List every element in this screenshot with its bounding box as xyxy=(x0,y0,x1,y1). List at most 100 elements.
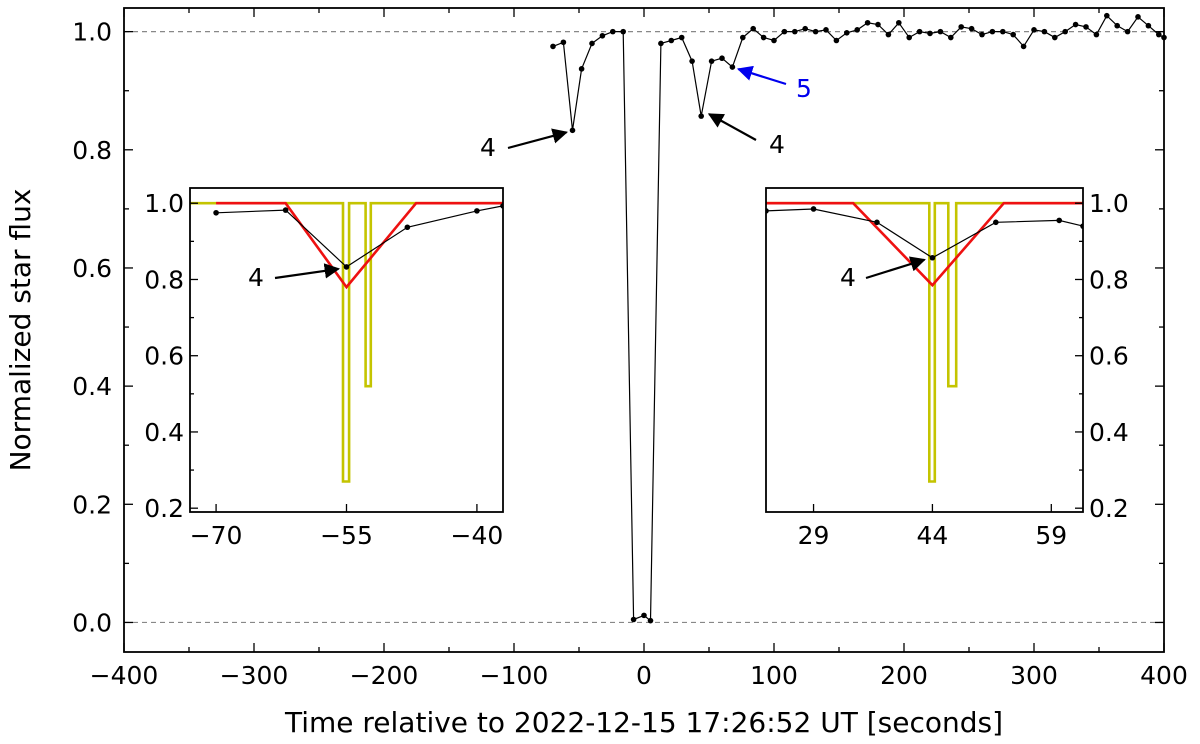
inset-data-point xyxy=(993,219,999,226)
inset-y-tick-label: 0.6 xyxy=(1089,342,1129,371)
inset-model-red-line xyxy=(766,201,1083,288)
main-data-point xyxy=(630,616,637,623)
main-data-point xyxy=(708,58,715,64)
main-data-point xyxy=(927,30,933,37)
inset-data-point xyxy=(343,264,350,270)
x-tick-label: 400 xyxy=(1140,661,1188,690)
inset-annotation-label: 4 xyxy=(248,263,264,292)
main-data-point xyxy=(1072,21,1079,28)
x-tick-label: −100 xyxy=(480,661,549,690)
inset-data-point xyxy=(213,209,219,216)
main-data-point xyxy=(1156,31,1162,38)
main-data-point xyxy=(1031,27,1037,33)
annotation-arrow-0 xyxy=(507,128,568,150)
inset-annotation-arrow xyxy=(865,256,926,280)
main-data-point xyxy=(1104,12,1110,19)
inset-y-tick-label: 0.4 xyxy=(144,418,184,447)
main-data-point xyxy=(854,27,860,33)
inset-x-tick-label: 59 xyxy=(1035,521,1067,550)
inset-annotation-label: 4 xyxy=(840,263,856,292)
x-tick-label: −200 xyxy=(350,661,419,690)
main-data-point xyxy=(906,34,912,41)
inset-background xyxy=(190,188,503,512)
inset-x-tick-label: −40 xyxy=(451,521,504,550)
main-data-point xyxy=(948,34,954,41)
main-data-point xyxy=(560,39,567,46)
inset-y-tick-label: 0.8 xyxy=(144,265,184,294)
inset-x-tick-label: −70 xyxy=(190,521,243,550)
main-data-point xyxy=(1052,34,1058,41)
x-axis-title: Time relative to 2022-12-15 17:26:52 UT … xyxy=(284,706,1003,739)
main-data-point xyxy=(760,34,767,41)
inset-data-point xyxy=(1056,217,1063,224)
main-data-point xyxy=(1020,43,1027,50)
main-data-point xyxy=(658,40,664,47)
main-data-point xyxy=(668,37,675,44)
main-data-point xyxy=(781,28,788,35)
inset-y-tick-label: 1.0 xyxy=(1089,189,1129,218)
inset-data-point xyxy=(474,208,480,214)
inset-model-yellow-line xyxy=(190,201,503,483)
main-data-point xyxy=(1124,28,1131,35)
inset-plot-area xyxy=(766,201,1083,483)
main-data-point xyxy=(599,32,606,39)
inset-axes-frame xyxy=(765,187,1084,513)
main-data-point xyxy=(550,43,556,50)
x-tick-label: 200 xyxy=(880,661,928,690)
main-data-point xyxy=(620,28,626,35)
inset-data-point xyxy=(874,219,880,226)
y-tick-label: 0.8 xyxy=(72,136,112,165)
main-data-point xyxy=(937,28,944,35)
x-tick-label: 100 xyxy=(750,661,798,690)
y-axis-title: Normalized star flux xyxy=(4,189,37,472)
annotation-arrow-2 xyxy=(736,65,787,86)
main-data-point xyxy=(979,31,985,38)
main-data-point xyxy=(678,34,685,41)
inset-model-yellow-line xyxy=(766,201,1083,483)
inset-y-tick-label: 0.2 xyxy=(144,494,184,523)
main-data-point xyxy=(689,58,695,64)
main-data-point xyxy=(647,617,654,624)
main-data-point xyxy=(610,28,616,35)
main-data-point xyxy=(812,28,819,35)
inset-x-tick-label: −55 xyxy=(320,521,373,550)
inset-data-point xyxy=(929,254,936,261)
main-data-point xyxy=(864,19,871,26)
inset-x-tick-label: 44 xyxy=(917,521,949,550)
main-data-point xyxy=(823,27,829,33)
main-data-point xyxy=(578,66,585,72)
y-tick-label: 0.6 xyxy=(72,254,112,283)
inset-y-tick-label: 0.2 xyxy=(1089,494,1129,523)
y-tick-label: 0.2 xyxy=(72,490,112,519)
inset-model-red-line xyxy=(216,201,503,290)
x-tick-label: 300 xyxy=(1010,661,1058,690)
main-data-point xyxy=(958,24,964,30)
inset-y-tick-label: 0.6 xyxy=(144,342,184,371)
inset-plot-area xyxy=(190,201,503,483)
main-data-point xyxy=(896,19,902,26)
main-data-point xyxy=(833,37,840,44)
inset-data-line xyxy=(216,205,503,268)
inset-x-tick-label: 29 xyxy=(798,521,830,550)
inset-y-tick-label: 0.8 xyxy=(1089,265,1129,294)
inset-right-plot: 29 44 59 0.2 0.4 0.6 0.8 1.0 4 xyxy=(765,187,1129,550)
inset-data-point xyxy=(810,206,817,212)
annotation-label-0: 4 xyxy=(480,133,496,162)
x-tick-label: 0 xyxy=(636,661,652,690)
main-data-point xyxy=(1000,28,1006,35)
inset-data-point xyxy=(404,224,411,231)
main-plot: −400 −300 −200 −100 0 100 200 300 400 0.0 0.2 0.4 0.… xyxy=(4,7,1188,739)
main-data-point xyxy=(569,127,576,134)
main-data-point xyxy=(1135,14,1141,20)
main-data-point xyxy=(844,30,850,36)
main-data-point xyxy=(1083,24,1089,30)
main-data-point xyxy=(1145,22,1152,29)
x-tick-label: −300 xyxy=(220,661,289,690)
main-data-point xyxy=(641,612,647,619)
main-data-point xyxy=(750,25,756,32)
inset-left-plot: −70 −55 −40 0.2 0.4 0.6 0.8 1.0 4 xyxy=(144,187,504,550)
main-data-point xyxy=(1093,31,1100,38)
main-data-point xyxy=(875,21,881,28)
main-data-point xyxy=(916,28,923,35)
